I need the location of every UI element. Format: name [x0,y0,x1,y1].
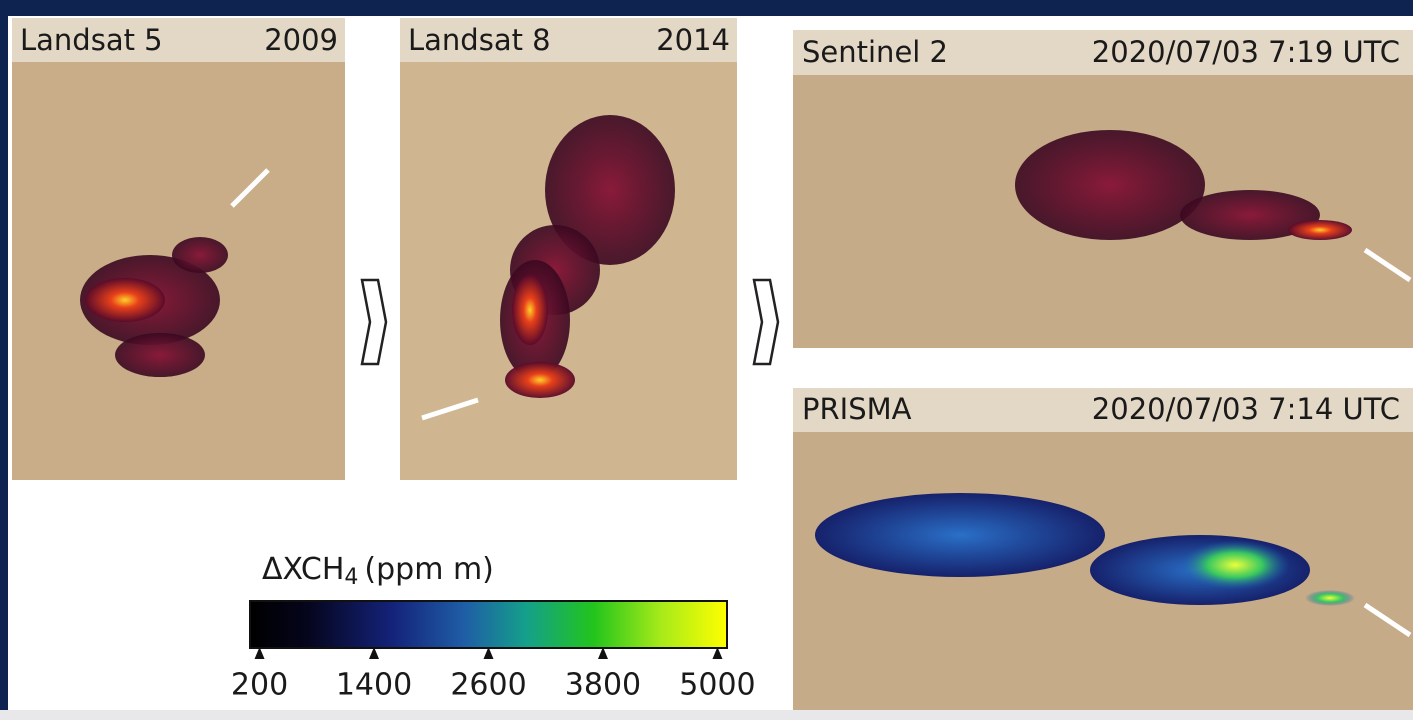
label-sub: 4 [344,565,358,590]
left-bar [0,0,8,720]
plume-core [1305,590,1355,606]
plume [815,493,1105,577]
tick-label: 5000 [679,668,755,703]
date: 2020/07/03 7:14 UTC [1092,392,1400,426]
plume-core [1180,540,1290,590]
panel-landsat8: Landsat 8 2014 [400,18,737,480]
panel-landsat5: Landsat 5 2009 [12,18,345,480]
tick-label: 200 [231,668,288,703]
plume-core [1288,220,1352,240]
plume-core [505,362,575,398]
colorbar-label: ΔXCH4(ppm m) [262,552,494,591]
figure: Landsat 5 2009 Landsat 8 2014 Sentinel 2… [0,0,1413,720]
tick-label: 1400 [336,668,412,703]
sensor: Landsat 8 [408,23,551,57]
label-unit: (ppm m) [364,552,493,587]
date: 2020/07/03 7:19 UTC [1092,35,1400,69]
panel-sentinel2: Sentinel 2 2020/07/03 7:19 UTC [793,30,1413,348]
date: 2009 [264,23,338,57]
plume-core [85,278,165,322]
tick-label: 3800 [565,668,641,703]
sensor: Sentinel 2 [802,35,948,69]
plume [172,237,228,273]
date: 2014 [656,23,730,57]
plume [1015,130,1205,240]
colorbar: ΔXCH4(ppm m) 200 1400 2600 3800 5000 [231,552,756,703]
chevron [362,280,386,364]
sensor: Landsat 5 [20,23,163,57]
bottom-bar [0,710,1413,720]
panel-prisma: PRISMA 2020/07/03 7:14 UTC [793,388,1413,710]
label-main: ΔXCH [262,552,344,587]
plume-core [512,275,548,345]
sensor: PRISMA [802,392,912,426]
tick-label: 2600 [450,668,526,703]
chevron [754,280,778,364]
colorbar-scale [250,601,727,648]
plume [115,333,205,377]
top-bar [0,0,1413,16]
page: {"panels": [ {"sensor": "Landsat 5", "da… [0,0,1413,720]
